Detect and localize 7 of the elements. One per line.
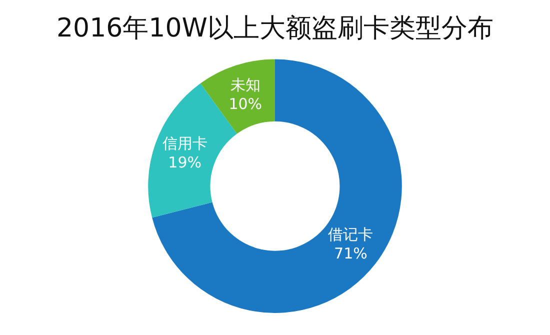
data-label: 19%: [168, 154, 202, 172]
slice-label: 未知: [230, 76, 260, 94]
data-label: 71%: [334, 244, 368, 263]
slice-label: 借记卡: [328, 226, 374, 244]
slice-label: 信用卡: [162, 134, 208, 153]
chart-title: 2016年10W以上大额盗刷卡类型分布: [56, 13, 494, 44]
data-label: 10%: [228, 94, 262, 113]
